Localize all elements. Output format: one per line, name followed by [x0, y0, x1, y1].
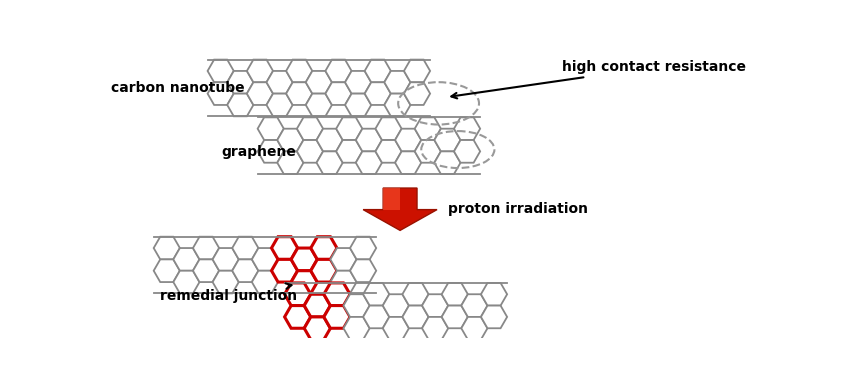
- Polygon shape: [383, 317, 409, 340]
- Polygon shape: [266, 71, 293, 93]
- Text: high contact resistance: high contact resistance: [451, 60, 746, 98]
- Polygon shape: [286, 82, 312, 105]
- Polygon shape: [291, 248, 317, 271]
- Polygon shape: [404, 82, 430, 105]
- Polygon shape: [291, 271, 317, 293]
- Polygon shape: [285, 283, 311, 306]
- Text: carbon nanotube: carbon nanotube: [111, 81, 245, 95]
- Polygon shape: [375, 140, 401, 163]
- Polygon shape: [252, 248, 278, 271]
- Polygon shape: [481, 283, 507, 306]
- Polygon shape: [434, 129, 460, 151]
- Polygon shape: [285, 306, 311, 328]
- Polygon shape: [356, 129, 382, 151]
- Polygon shape: [363, 188, 437, 230]
- Polygon shape: [207, 60, 234, 82]
- Polygon shape: [330, 248, 357, 271]
- Polygon shape: [350, 237, 376, 260]
- Polygon shape: [345, 93, 371, 116]
- Polygon shape: [365, 82, 391, 105]
- Polygon shape: [324, 306, 350, 328]
- Polygon shape: [311, 237, 337, 260]
- Polygon shape: [422, 317, 448, 340]
- Polygon shape: [212, 271, 239, 293]
- Polygon shape: [481, 306, 507, 328]
- Polygon shape: [365, 60, 391, 82]
- Polygon shape: [415, 140, 441, 163]
- Polygon shape: [383, 188, 400, 210]
- Polygon shape: [252, 271, 278, 293]
- Polygon shape: [461, 294, 487, 317]
- Polygon shape: [324, 283, 350, 306]
- Polygon shape: [402, 306, 428, 328]
- Polygon shape: [330, 271, 357, 293]
- Polygon shape: [384, 71, 411, 93]
- Polygon shape: [345, 71, 371, 93]
- Polygon shape: [415, 117, 441, 140]
- Polygon shape: [383, 294, 409, 317]
- Text: proton irradiation: proton irradiation: [448, 202, 588, 216]
- Polygon shape: [442, 306, 468, 328]
- Polygon shape: [207, 82, 234, 105]
- Polygon shape: [311, 260, 337, 282]
- Polygon shape: [304, 294, 330, 317]
- Polygon shape: [297, 117, 323, 140]
- Polygon shape: [404, 60, 430, 82]
- Polygon shape: [271, 237, 298, 260]
- Polygon shape: [258, 140, 284, 163]
- Polygon shape: [422, 294, 448, 317]
- Polygon shape: [434, 151, 460, 174]
- Polygon shape: [395, 151, 422, 174]
- Polygon shape: [336, 117, 362, 140]
- Polygon shape: [395, 129, 422, 151]
- Polygon shape: [316, 151, 343, 174]
- Polygon shape: [350, 260, 376, 282]
- Polygon shape: [461, 317, 487, 340]
- Polygon shape: [247, 60, 273, 82]
- Polygon shape: [384, 93, 411, 116]
- Polygon shape: [212, 248, 239, 271]
- Text: graphene: graphene: [222, 145, 297, 159]
- Polygon shape: [153, 260, 180, 282]
- Polygon shape: [277, 129, 303, 151]
- Polygon shape: [343, 317, 370, 340]
- Polygon shape: [247, 82, 273, 105]
- Polygon shape: [174, 248, 200, 271]
- Polygon shape: [454, 140, 481, 163]
- Polygon shape: [304, 317, 330, 340]
- Polygon shape: [277, 151, 303, 174]
- Polygon shape: [266, 93, 293, 116]
- Polygon shape: [306, 93, 332, 116]
- Polygon shape: [174, 271, 200, 293]
- Polygon shape: [454, 117, 481, 140]
- Polygon shape: [375, 117, 401, 140]
- Text: remedial junction: remedial junction: [160, 283, 297, 303]
- Polygon shape: [286, 60, 312, 82]
- Polygon shape: [363, 306, 389, 328]
- Polygon shape: [232, 237, 259, 260]
- Polygon shape: [228, 93, 254, 116]
- Polygon shape: [297, 140, 323, 163]
- Polygon shape: [336, 140, 362, 163]
- Polygon shape: [258, 117, 284, 140]
- Polygon shape: [325, 82, 352, 105]
- Polygon shape: [193, 260, 219, 282]
- Polygon shape: [325, 60, 352, 82]
- Polygon shape: [402, 283, 428, 306]
- Polygon shape: [271, 260, 298, 282]
- Polygon shape: [306, 71, 332, 93]
- Polygon shape: [228, 71, 254, 93]
- Polygon shape: [153, 237, 180, 260]
- Polygon shape: [442, 283, 468, 306]
- Polygon shape: [356, 151, 382, 174]
- Polygon shape: [193, 237, 219, 260]
- Polygon shape: [343, 294, 370, 317]
- Polygon shape: [316, 129, 343, 151]
- Polygon shape: [232, 260, 259, 282]
- Polygon shape: [363, 283, 389, 306]
